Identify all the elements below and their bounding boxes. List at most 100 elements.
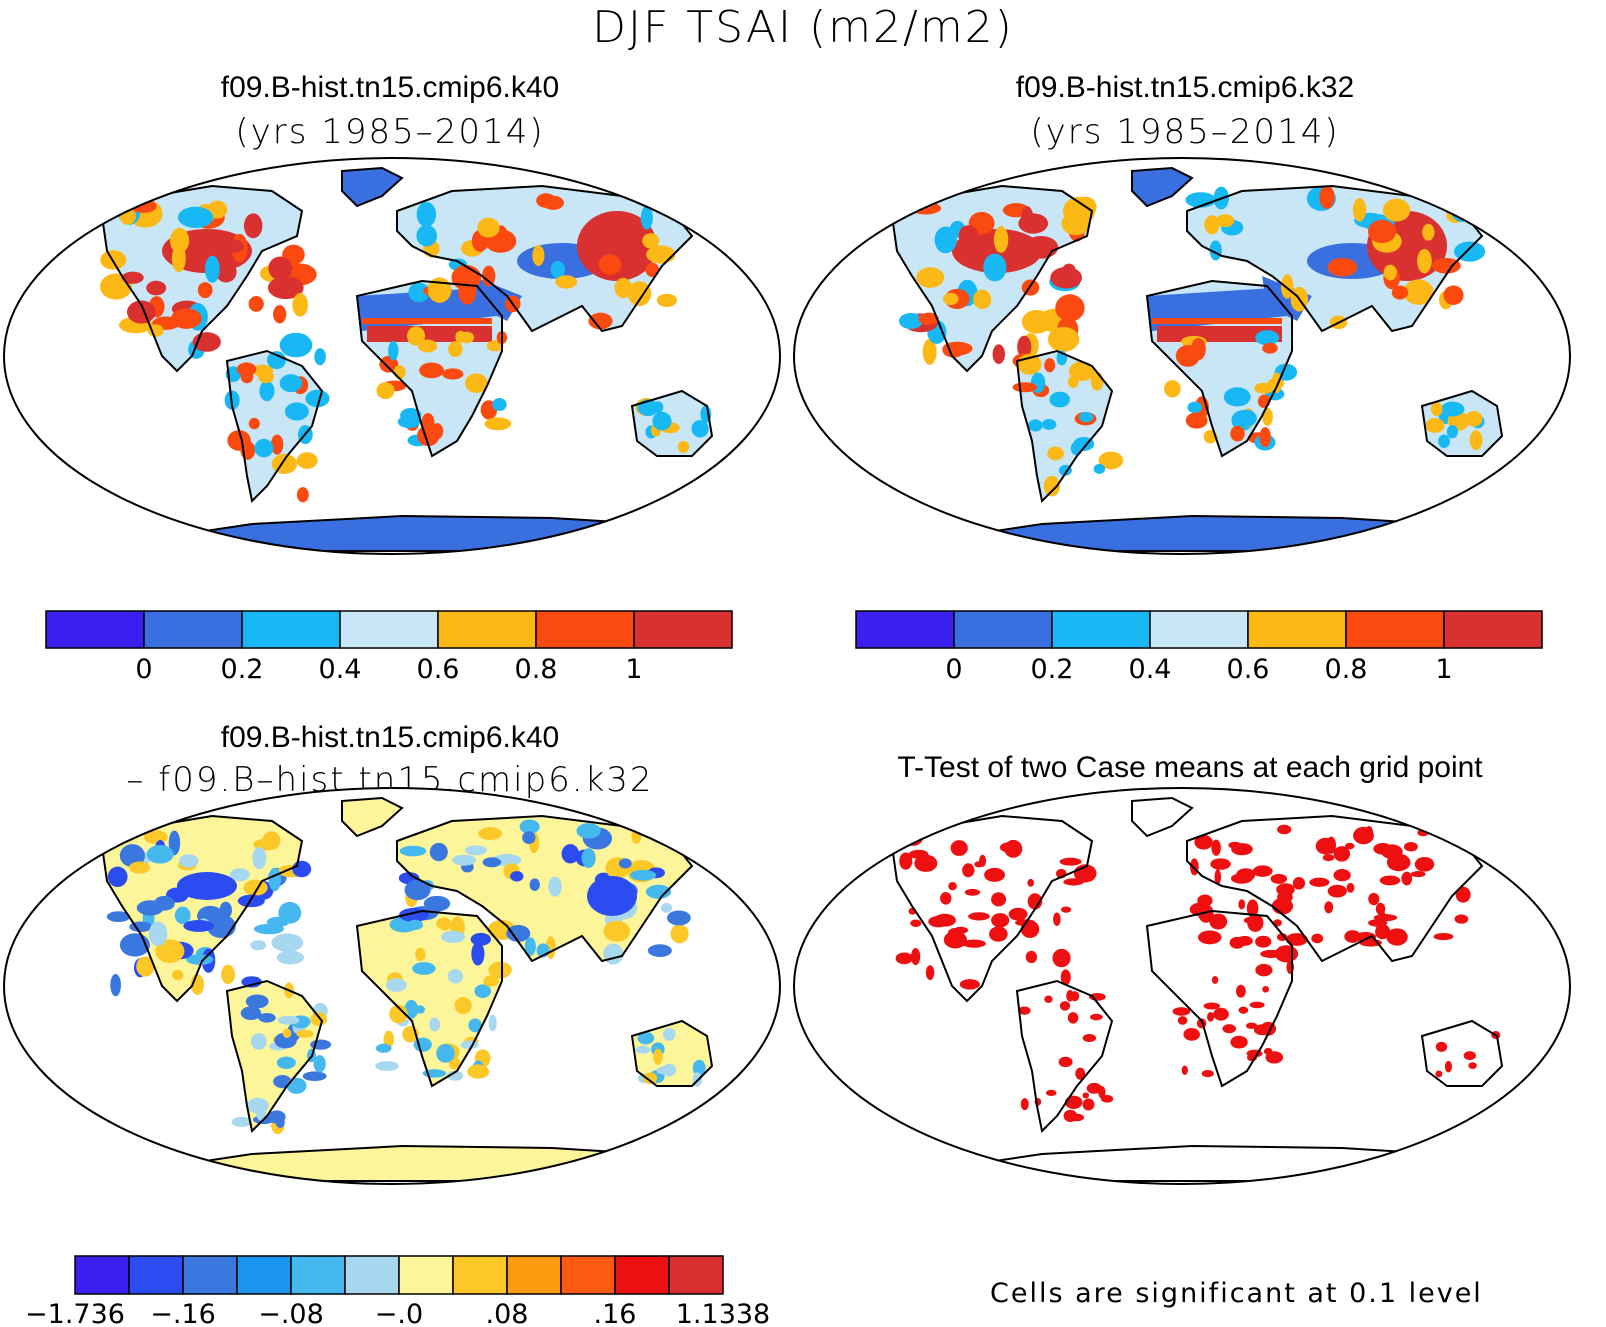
panel-4-title: T-Test of two Case means at each grid po… [897, 751, 1483, 784]
field-cell [1309, 877, 1330, 887]
colorbar-diff-label: −1.736 [25, 1299, 125, 1327]
field-cell [1235, 984, 1246, 998]
field-cell [1277, 824, 1292, 835]
northAmerica-coastline [890, 814, 1094, 1003]
field-cell [408, 282, 430, 303]
field-cell [1443, 285, 1464, 305]
field-cell [474, 984, 492, 998]
field-cell [1222, 1024, 1237, 1034]
field-cell [656, 1066, 674, 1075]
field-cell [581, 848, 596, 869]
field-cell [618, 858, 632, 869]
field-cell [442, 368, 464, 380]
field-cell [1172, 1007, 1191, 1016]
field-cell [400, 407, 422, 423]
field-cell [292, 860, 312, 878]
field-cell [895, 952, 913, 965]
field-cell [637, 1031, 655, 1045]
field-cell [470, 932, 492, 946]
colorbar-abs-right-label: 0.8 [1325, 654, 1368, 685]
field-cell [313, 1055, 326, 1073]
field-cell [958, 225, 979, 246]
northAmerica-coastline [890, 184, 1094, 373]
field-cell [146, 280, 167, 296]
field-cell [1101, 1094, 1114, 1103]
field-cell [647, 944, 672, 958]
field-cell [656, 293, 677, 307]
field-cell [1345, 842, 1355, 850]
field-cell [962, 939, 986, 948]
field-cell [436, 918, 450, 930]
field-cell [899, 852, 913, 870]
field-cell [1319, 185, 1335, 210]
field-cell [477, 217, 500, 238]
field-cell [1260, 949, 1284, 958]
greenland-coastline [1131, 796, 1194, 838]
field-cell [1333, 869, 1351, 882]
field-cell [314, 348, 326, 366]
southAmerica-coastline [225, 349, 324, 504]
field-cell [1281, 274, 1294, 299]
field-cell [1379, 875, 1401, 886]
colorbar-diff-label: .16 [594, 1299, 637, 1327]
colorbar-diff: −1.736 −.16 −.08 −.0 .08 .16 1.1338 [25, 1255, 770, 1327]
field-cell [136, 900, 164, 916]
colorbar-diff-swatch [452, 1255, 508, 1295]
greenland-coastline [341, 796, 404, 838]
field-cell [532, 245, 545, 266]
field-cell [419, 362, 444, 379]
field-cell [968, 912, 990, 921]
field-cell [1093, 463, 1106, 475]
field-cell [603, 943, 624, 965]
field-cell [635, 1045, 651, 1054]
field-cell [245, 994, 269, 1009]
field-cell [1063, 1109, 1078, 1123]
field-cell [1047, 446, 1064, 461]
field-cell [268, 1110, 286, 1124]
field-cell [215, 261, 237, 283]
field-cell [1041, 419, 1057, 430]
field-cell [1044, 358, 1056, 373]
field-cell [1203, 1002, 1220, 1010]
field-cell [1204, 215, 1220, 235]
field-cell [385, 978, 407, 992]
field-cell [259, 380, 275, 402]
field-cell [974, 861, 983, 868]
field-cell [1378, 909, 1386, 925]
colorbar-abs-left-label: 0.8 [515, 654, 558, 685]
field-cell [911, 947, 921, 966]
field-cell [989, 926, 1008, 942]
main-title: DJF TSAI (m2/m2) [592, 2, 1014, 53]
northAmerica-coastline [100, 184, 304, 373]
field-cell [1090, 372, 1104, 391]
field-cell [1435, 1070, 1443, 1078]
colorbar-abs-right-swatch [1443, 610, 1543, 649]
field-cell [1231, 843, 1253, 856]
field-cell [268, 256, 293, 281]
australia-coastline [1420, 1019, 1504, 1087]
field-cell [454, 997, 472, 1015]
field-cell [448, 1057, 461, 1070]
field-cell [1276, 933, 1288, 942]
field-cell [302, 1071, 327, 1082]
field-cell [471, 942, 485, 966]
field-cell [197, 282, 213, 299]
field-cell [455, 330, 466, 344]
field-cell [614, 277, 633, 299]
field-cell [482, 265, 496, 287]
colorbar-diff-swatch [128, 1255, 184, 1295]
panel-2-title: f09.B-hist.tn15.cmip6.k32 [1015, 71, 1355, 104]
field-cell [524, 937, 536, 956]
field-cell [136, 956, 155, 977]
northAmerica-coastline [100, 814, 304, 1003]
field-cell [922, 338, 937, 365]
field-cell [126, 300, 156, 324]
field-cell [667, 910, 691, 926]
field-cell [942, 342, 965, 358]
field-cell [692, 1059, 706, 1076]
field-cell [107, 866, 128, 887]
field-cell [653, 1048, 663, 1065]
field-cell [1044, 995, 1053, 1003]
colorbar-abs-right-swatch [1051, 610, 1151, 649]
field-cell [522, 831, 536, 845]
